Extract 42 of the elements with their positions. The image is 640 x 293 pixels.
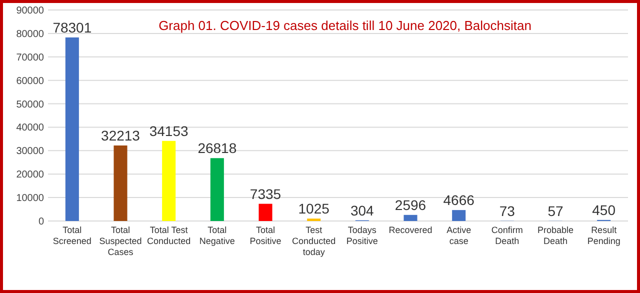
- data-label: 2596: [394, 196, 426, 213]
- text: Graph 01. COVID-19 cases details till 10 June 2020, Balochsitan: [158, 18, 532, 33]
- x-tick-label: Test Conducted today: [292, 225, 336, 257]
- y-tick-label: 40000: [16, 122, 44, 134]
- bar: [162, 140, 176, 221]
- y-tick-label: 50000: [16, 99, 44, 110]
- bar: [210, 158, 224, 221]
- data-label: 1025: [298, 200, 330, 217]
- y-tick-label: 30000: [16, 146, 44, 158]
- data-label: 57: [548, 202, 564, 219]
- data-label: 26818: [198, 140, 237, 156]
- data-label: 78301: [52, 19, 92, 36]
- bar: [114, 145, 128, 221]
- y-tick-label: 80000: [16, 28, 44, 40]
- bar: [65, 37, 79, 221]
- data-label: 4666: [443, 192, 475, 208]
- bar: [452, 210, 466, 221]
- data-label: 34153: [149, 122, 189, 139]
- data-label: 32213: [101, 127, 140, 144]
- x-tick-label: Total Test Conducted: [147, 225, 191, 246]
- x-tick-label: Total Suspected Cases: [99, 225, 142, 257]
- bar: [404, 214, 418, 221]
- x-tick-label: Probable Death: [537, 225, 574, 246]
- data-label: 450: [592, 202, 616, 218]
- x-tick-label: Total Negative: [199, 225, 235, 246]
- x-tick-label: Total Positive: [250, 225, 282, 246]
- data-label: 7335: [250, 186, 282, 202]
- y-tick-label: 20000: [16, 170, 44, 181]
- data-label: 304: [350, 202, 374, 218]
- y-tick-label: 70000: [16, 52, 44, 64]
- data-label: 73: [499, 202, 516, 219]
- y-tick-label: 90000: [16, 6, 44, 16]
- y-tick-label: 60000: [16, 76, 44, 87]
- x-tick-label: Total Screened: [52, 225, 92, 246]
- bar: [258, 204, 272, 221]
- x-tick-label: Todays Positive: [346, 225, 378, 246]
- x-tick-label: Active case: [446, 225, 472, 246]
- x-tick-label: Confirm Death: [491, 225, 523, 246]
- y-tick-label: 10000: [16, 193, 44, 204]
- x-tick-label: Result Pending: [587, 225, 620, 246]
- x-tick-label: Recovered: [388, 225, 432, 235]
- y-tick-label: 0: [38, 216, 44, 228]
